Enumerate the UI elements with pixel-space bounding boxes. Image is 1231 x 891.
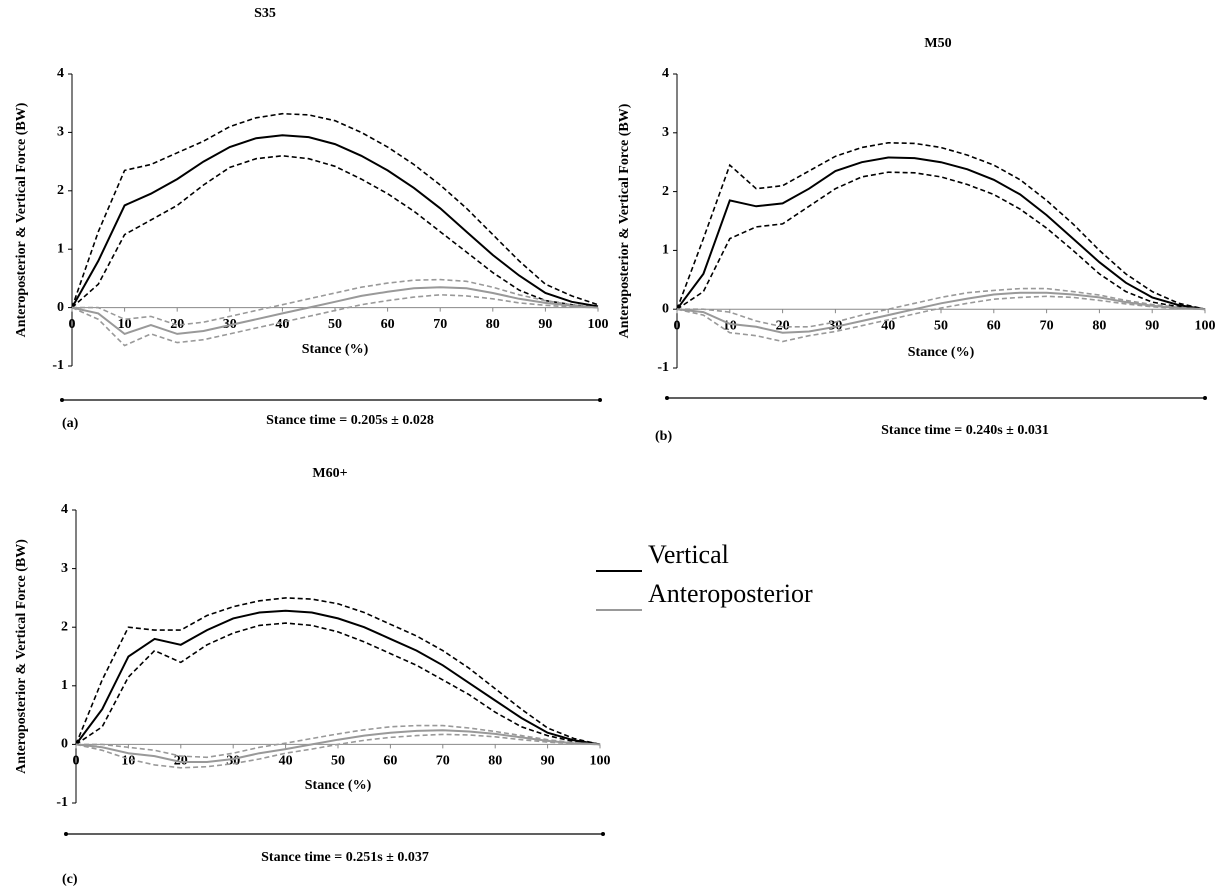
x-tick-label: 50 [331, 754, 345, 769]
y-tick-label: 2 [61, 619, 68, 634]
panel-label: (c) [62, 872, 78, 887]
x-tick-label: 50 [328, 317, 342, 332]
legend-label: Anteroposterior [648, 579, 813, 608]
x-tick-label: 80 [486, 317, 500, 332]
panel-label: (a) [62, 416, 79, 431]
y-axis-label: Anteroposterior & Vertical Force (BW) [617, 103, 632, 338]
x-tick-label: 90 [1145, 318, 1159, 333]
y-tick-label: 3 [61, 561, 68, 576]
stance-time-caption: Stance time = 0.205s ± 0.028 [266, 413, 434, 428]
y-tick-label: 1 [61, 678, 68, 693]
legend-label: Vertical [648, 540, 729, 569]
x-tick-label: 70 [436, 754, 450, 769]
x-tick-label: 0 [69, 317, 76, 332]
x-tick-label: 90 [541, 754, 555, 769]
y-tick-label: 1 [57, 241, 64, 256]
y-tick-label: 0 [662, 301, 669, 316]
sd-line [72, 278, 599, 326]
sd-line [676, 295, 1206, 343]
x-axis-label: Stance (%) [302, 342, 369, 357]
stance-time-end [601, 832, 605, 836]
x-tick-label: 0 [73, 754, 80, 769]
x-tick-label: 10 [118, 317, 132, 332]
mean-line [676, 156, 1206, 311]
x-tick-label: 80 [1092, 318, 1106, 333]
stance-time-caption: Stance time = 0.251s ± 0.037 [261, 850, 429, 865]
x-tick-label: 40 [279, 754, 293, 769]
y-tick-label: 2 [662, 184, 669, 199]
sd-line [75, 733, 601, 769]
sd-line [71, 112, 599, 308]
x-tick-label: 60 [383, 754, 397, 769]
sd-line [71, 154, 599, 309]
x-tick-label: 20 [170, 317, 184, 332]
y-tick-label: 3 [662, 125, 669, 140]
x-tick-label: 60 [987, 318, 1001, 333]
y-tick-label: 2 [57, 183, 64, 198]
x-tick-label: 30 [226, 754, 240, 769]
stance-time-end [598, 398, 602, 402]
mean-line [71, 286, 599, 336]
y-tick-label: 3 [57, 125, 64, 140]
stance-time-end [60, 398, 64, 402]
x-tick-label: 90 [538, 317, 552, 332]
x-tick-label: 20 [776, 318, 790, 333]
y-tick-label: 0 [57, 300, 64, 315]
y-axis-label: Anteroposterior & Vertical Force (BW) [14, 539, 29, 774]
x-tick-label: 40 [275, 317, 289, 332]
x-axis-label: Stance (%) [305, 778, 372, 793]
x-tick-label: 100 [590, 754, 611, 769]
sd-line [677, 287, 1206, 328]
stance-time-caption: Stance time = 0.240s ± 0.031 [881, 423, 1049, 438]
chart-title: M60+ [312, 466, 347, 481]
x-tick-label: 100 [588, 317, 609, 332]
x-tick-label: 70 [433, 317, 447, 332]
stance-time-end [64, 832, 68, 836]
y-tick-label: 4 [662, 66, 669, 81]
x-tick-label: 60 [381, 317, 395, 332]
stance-time-end [1203, 396, 1207, 400]
sd-line [71, 293, 599, 347]
y-tick-label: 0 [61, 737, 68, 752]
y-tick-label: -1 [56, 795, 68, 810]
x-tick-label: 50 [934, 318, 948, 333]
x-axis-label: Stance (%) [908, 345, 975, 360]
y-tick-label: 1 [662, 243, 669, 258]
mean-line [676, 291, 1206, 334]
y-tick-label: 4 [57, 66, 64, 81]
x-tick-label: 10 [121, 754, 135, 769]
mean-line [71, 134, 599, 309]
y-tick-label: -1 [52, 358, 64, 373]
y-tick-label: 4 [61, 502, 68, 517]
sd-line [676, 141, 1206, 310]
sd-line [676, 171, 1206, 310]
sd-line [76, 724, 601, 759]
chart-title: S35 [254, 6, 276, 21]
y-tick-label: -1 [657, 360, 669, 375]
x-tick-label: 80 [488, 754, 502, 769]
stance-time-end [665, 396, 669, 400]
x-tick-label: 70 [1040, 318, 1054, 333]
x-tick-label: 100 [1195, 318, 1216, 333]
sd-line [75, 597, 601, 746]
panel-label: (b) [655, 429, 672, 444]
sd-line [75, 622, 601, 746]
mean-line [75, 609, 601, 746]
y-axis-label: Anteroposterior & Vertical Force (BW) [14, 102, 29, 337]
x-tick-label: 0 [674, 318, 681, 333]
x-tick-label: 40 [881, 318, 895, 333]
mean-line [75, 729, 601, 763]
chart-title: M50 [924, 36, 951, 51]
